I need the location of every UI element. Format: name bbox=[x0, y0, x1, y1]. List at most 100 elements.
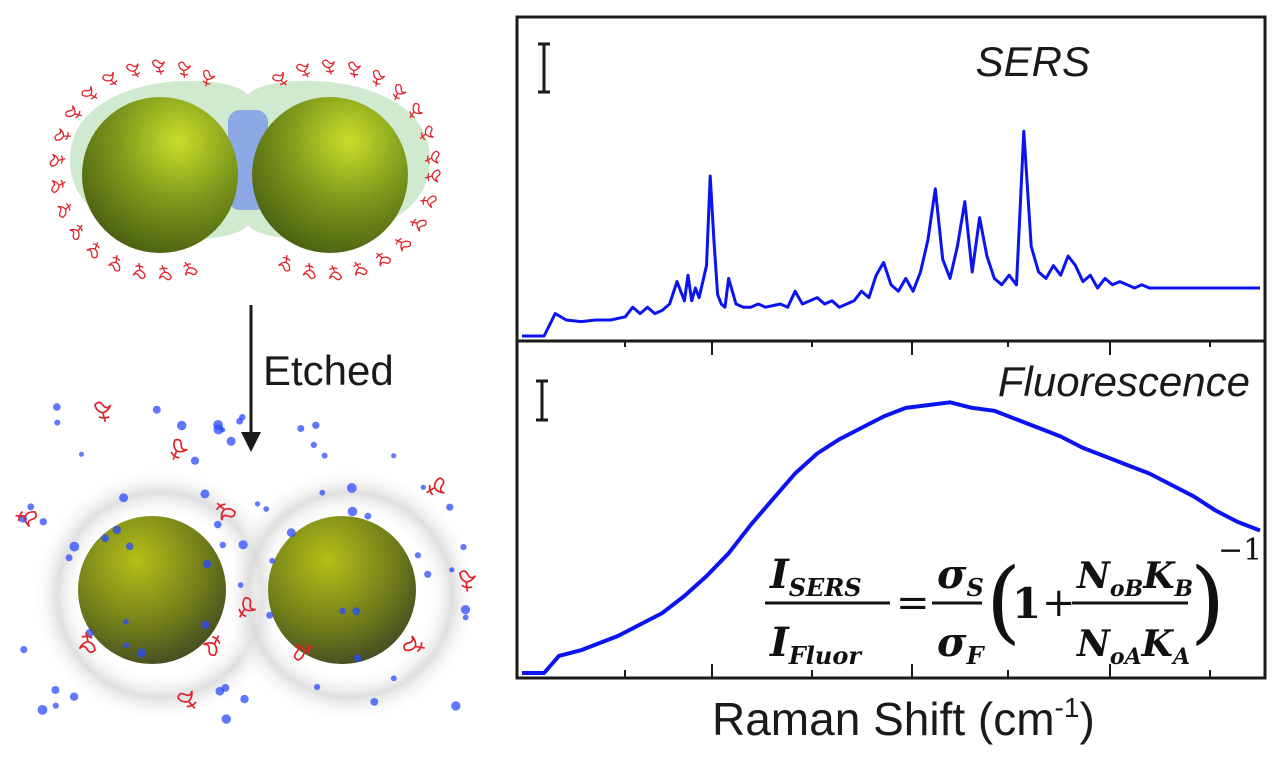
ligand-molecule bbox=[53, 127, 73, 145]
dye-dot bbox=[263, 506, 270, 512]
svg-text:1: 1 bbox=[1012, 579, 1041, 628]
dye-dot bbox=[420, 484, 426, 490]
dye-dot bbox=[213, 420, 224, 430]
svg-text:): ) bbox=[1190, 549, 1225, 654]
dimer-before-etching bbox=[49, 58, 442, 282]
svg-text:NoAKA: NoAKA bbox=[1076, 623, 1190, 670]
gold-particle-left bbox=[82, 97, 238, 253]
ligand-molecule bbox=[327, 263, 343, 282]
dye-dot bbox=[236, 417, 244, 425]
dye-dot bbox=[424, 570, 432, 578]
ligand-molecule bbox=[295, 61, 313, 81]
fluorescence-title: Fluorescence bbox=[998, 358, 1250, 405]
dye-dot bbox=[112, 525, 122, 535]
dimer-after-etching bbox=[12, 401, 478, 724]
ligand-molecule bbox=[49, 177, 68, 194]
ligand-molecule bbox=[157, 263, 173, 282]
svg-text:=: = bbox=[896, 580, 930, 626]
dye-dot bbox=[221, 714, 231, 724]
svg-text:−1: −1 bbox=[1218, 533, 1262, 568]
sers-spectrum-line bbox=[522, 129, 1260, 338]
ligand-molecule bbox=[391, 232, 413, 254]
svg-text:NoBKB: NoBKB bbox=[1076, 555, 1193, 602]
dye-dot bbox=[39, 518, 47, 526]
ligand-molecule bbox=[67, 221, 88, 242]
dye-dot bbox=[79, 451, 84, 457]
dye-dot bbox=[390, 675, 397, 682]
dye-dot bbox=[202, 559, 212, 569]
dye-dot bbox=[460, 544, 467, 551]
dye-dot bbox=[53, 403, 61, 411]
fluorescence-panel bbox=[515, 339, 1267, 680]
dye-dot bbox=[414, 552, 421, 559]
etched-label: Etched bbox=[263, 347, 394, 394]
dye-dot bbox=[446, 503, 454, 511]
dye-dot bbox=[152, 405, 161, 414]
ligand-molecule bbox=[407, 213, 428, 233]
dye-dot bbox=[460, 605, 471, 615]
ligand-molecule bbox=[367, 68, 387, 89]
ligand-molecule bbox=[372, 248, 393, 269]
dye-dot bbox=[370, 698, 379, 706]
etched-particle-right bbox=[268, 516, 416, 664]
dye-dot bbox=[297, 425, 305, 432]
ligand-molecule bbox=[132, 261, 148, 280]
released-ligand bbox=[12, 505, 39, 529]
ligand-molecule bbox=[175, 60, 192, 80]
ligand-molecule bbox=[180, 258, 199, 279]
dye-dot bbox=[101, 534, 109, 543]
dye-dot bbox=[237, 582, 244, 588]
dye-dot bbox=[314, 683, 321, 691]
dye-dot bbox=[190, 456, 200, 465]
fluorescence-spectrum-line bbox=[522, 400, 1261, 675]
dye-dot bbox=[449, 567, 455, 573]
ligand-molecule bbox=[49, 153, 67, 168]
dye-dot bbox=[347, 506, 358, 517]
dye-dot bbox=[226, 436, 236, 446]
dye-dot bbox=[214, 520, 222, 529]
ligand-molecule bbox=[151, 58, 167, 76]
free-dye-dots bbox=[19, 403, 471, 724]
dye-dot bbox=[201, 620, 210, 629]
equation: ISERS IFluor = σS σF ( 1 + NoBKB NoAKA )… bbox=[765, 533, 1262, 670]
ligand-molecule bbox=[418, 192, 438, 209]
dye-dot bbox=[119, 493, 129, 503]
dye-dot bbox=[266, 611, 274, 619]
svg-text:ISERS: ISERS bbox=[769, 551, 862, 602]
dye-dot bbox=[123, 642, 130, 648]
svg-text:σF: σF bbox=[937, 619, 986, 670]
sers-title: SERS bbox=[976, 38, 1090, 85]
dye-dot bbox=[269, 557, 276, 564]
dye-dot bbox=[219, 541, 226, 549]
ligand-molecule bbox=[345, 60, 362, 80]
dye-dot bbox=[122, 618, 129, 625]
ligand-molecule bbox=[64, 103, 85, 124]
ligand-molecule bbox=[276, 252, 296, 273]
svg-text:(: ( bbox=[986, 549, 1021, 654]
ligand-molecule bbox=[106, 252, 126, 273]
dye-dot bbox=[65, 554, 73, 562]
dye-dot bbox=[177, 420, 187, 431]
ligand-molecule bbox=[55, 200, 76, 219]
dye-dot bbox=[69, 692, 79, 701]
ligand-molecule bbox=[350, 258, 369, 279]
x-axis-label: Raman Shift (cm-1) bbox=[712, 692, 1095, 745]
dye-dot bbox=[346, 483, 357, 493]
ligand-molecule bbox=[101, 69, 121, 91]
ligand-molecule bbox=[302, 261, 318, 280]
dye-dot bbox=[462, 614, 469, 621]
svg-text:σS: σS bbox=[937, 551, 984, 602]
dye-dot bbox=[238, 540, 248, 550]
ligand-molecule bbox=[321, 58, 337, 76]
chart-frame bbox=[515, 15, 1267, 680]
dye-dot bbox=[54, 419, 61, 426]
dye-dot bbox=[69, 541, 80, 552]
sers-scale-bar bbox=[538, 42, 550, 94]
dye-dot bbox=[37, 705, 48, 715]
ligand-molecule bbox=[125, 61, 143, 81]
dye-dot bbox=[27, 503, 35, 511]
svg-text:+: + bbox=[1042, 580, 1076, 626]
dye-dot bbox=[20, 646, 28, 654]
dye-dot bbox=[254, 501, 261, 507]
